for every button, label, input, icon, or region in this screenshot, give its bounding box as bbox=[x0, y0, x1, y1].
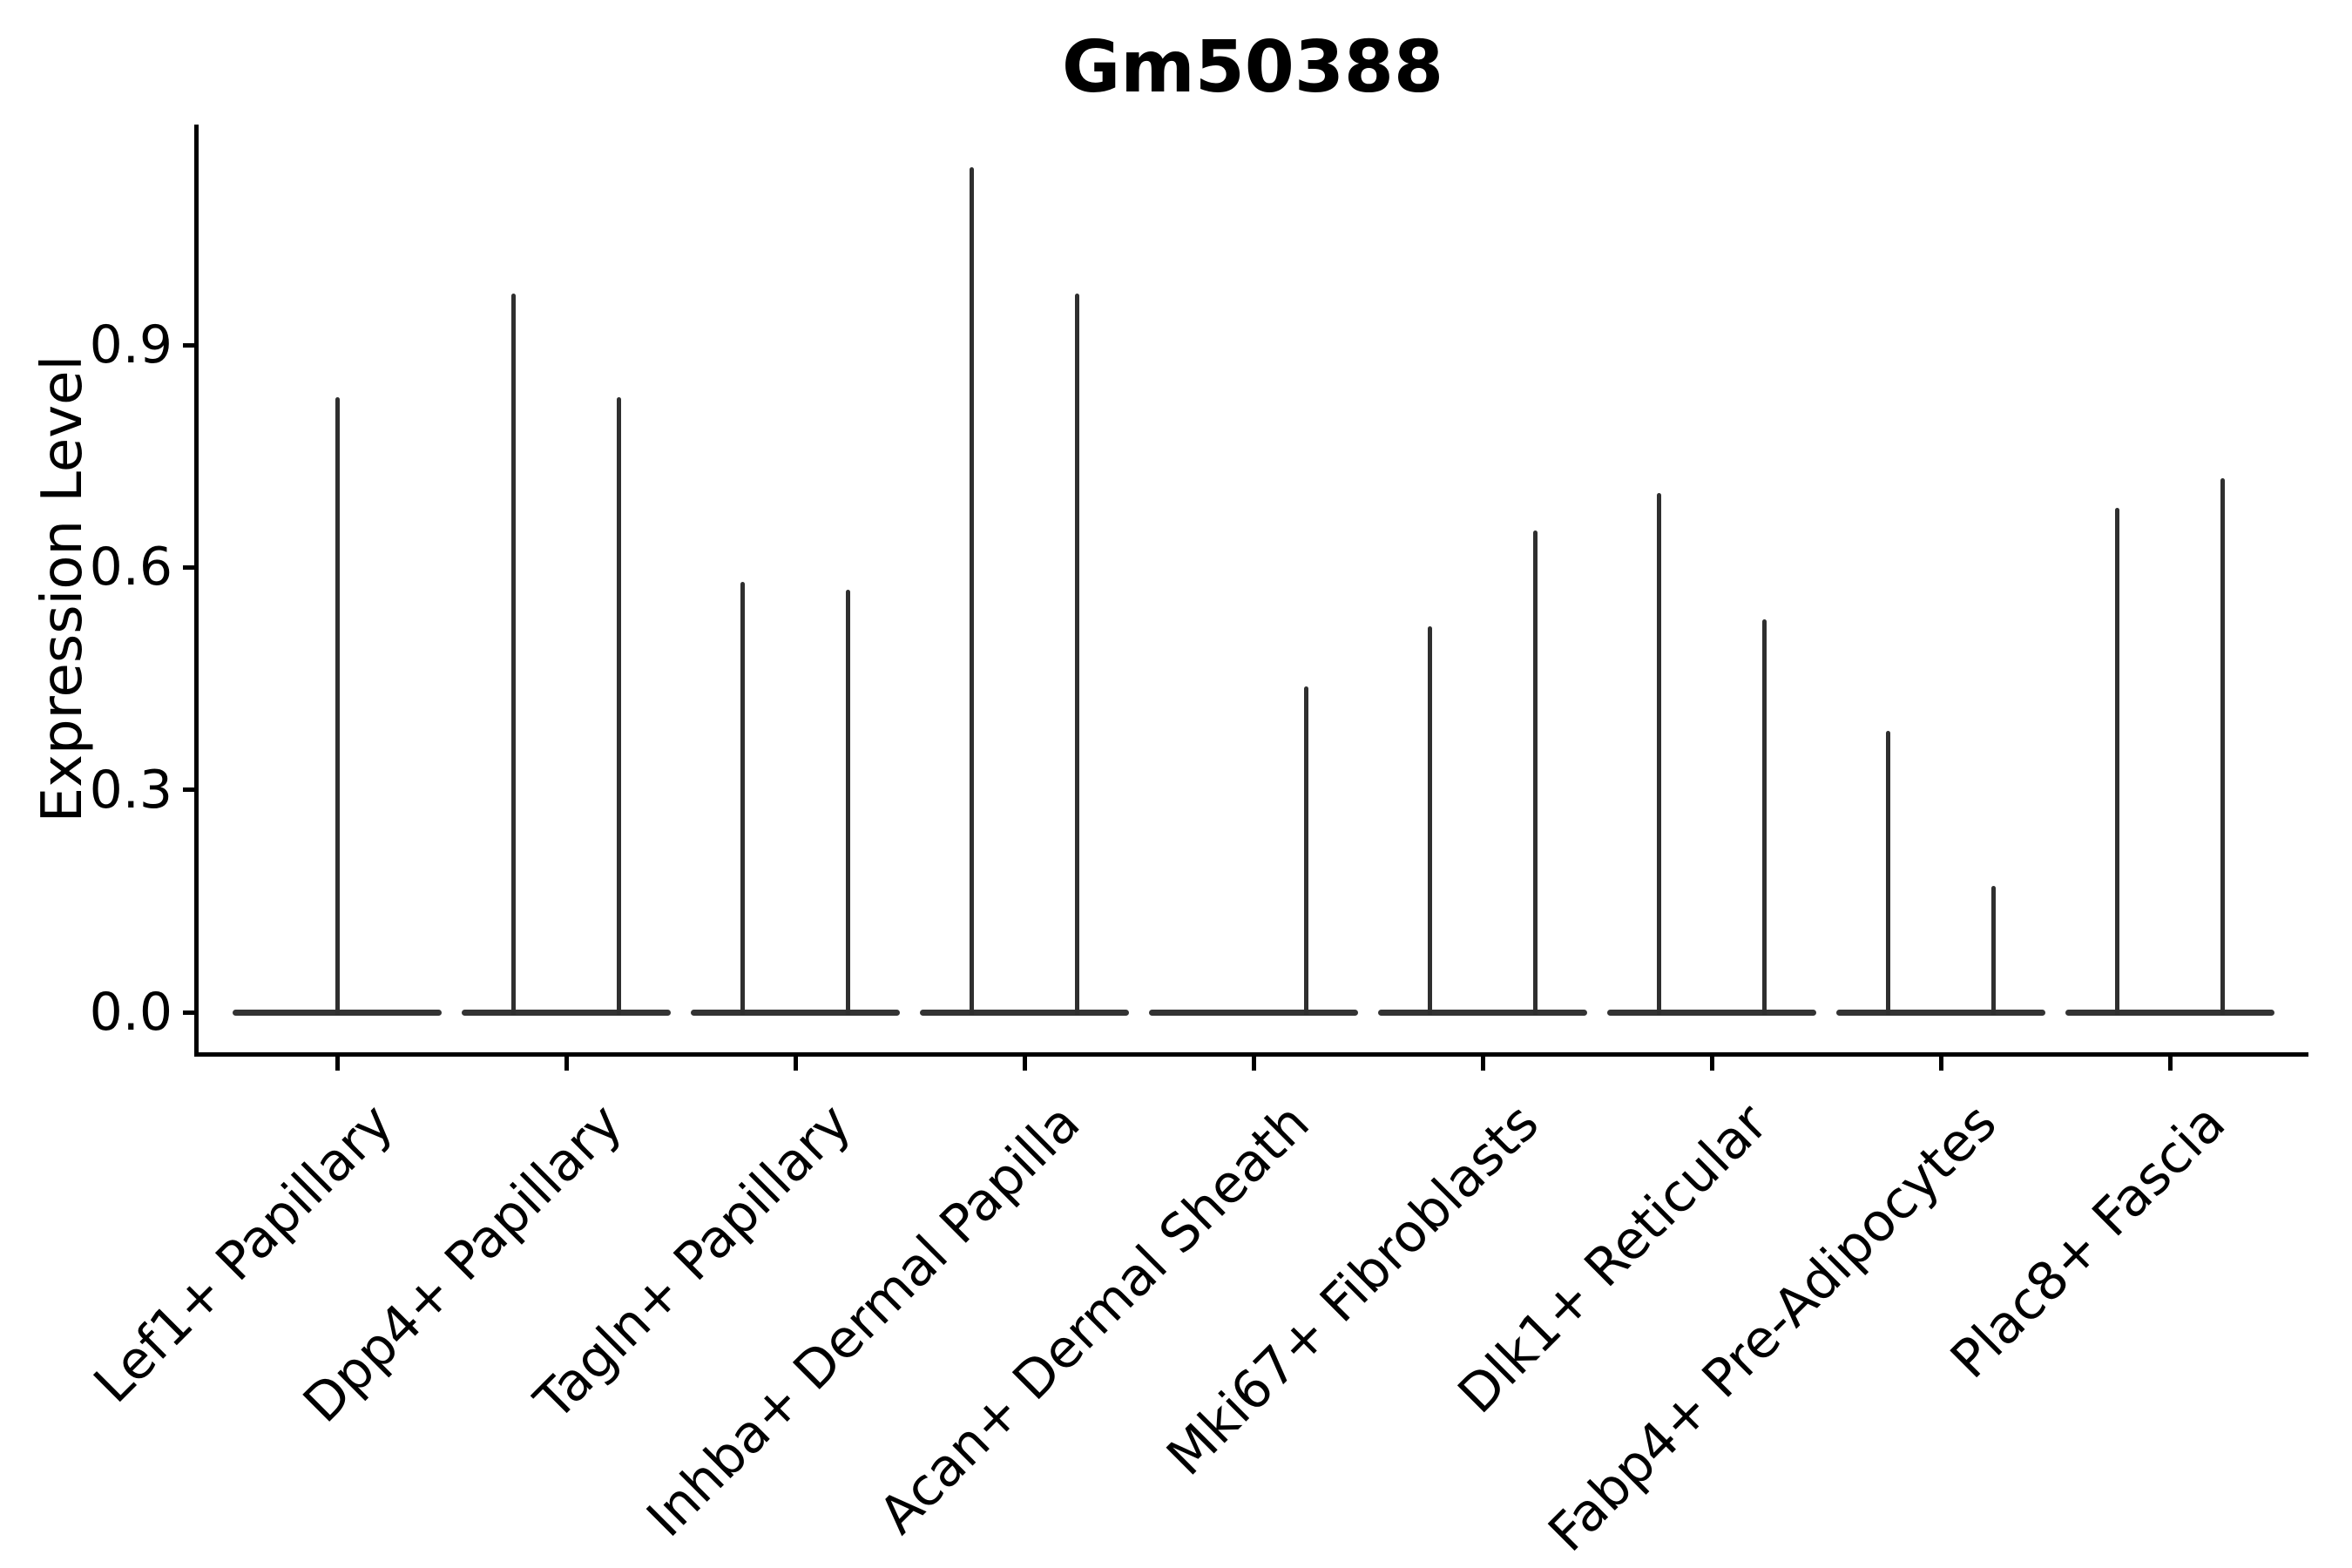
violin-spike bbox=[1532, 530, 1538, 1015]
chart-title: Gm50388 bbox=[1061, 26, 1444, 109]
violin-spike bbox=[1990, 886, 1996, 1015]
violin-spike bbox=[1303, 686, 1308, 1015]
x-tick-mark bbox=[564, 1057, 569, 1071]
y-tick-label: 0.9 bbox=[89, 314, 172, 376]
violin-spike bbox=[1761, 618, 1767, 1015]
x-tick-mark bbox=[793, 1057, 798, 1071]
x-tick-mark bbox=[335, 1057, 340, 1071]
x-tick-mark bbox=[2167, 1057, 2173, 1071]
violin-spike bbox=[1657, 493, 1661, 1015]
x-tick-mark bbox=[1480, 1057, 1485, 1071]
violin-baseline bbox=[2065, 1009, 2274, 1016]
x-tick-mark bbox=[1251, 1057, 1256, 1071]
violin-spike bbox=[970, 166, 974, 1015]
violin-spike bbox=[616, 396, 621, 1015]
x-tick-mark bbox=[1938, 1057, 1943, 1071]
x-tick-mark bbox=[1022, 1057, 1027, 1071]
category-label: Acan+ Dermal Sheath bbox=[867, 1092, 1321, 1546]
category-label: Fabp4+ Pre-Adipocytes bbox=[1537, 1092, 2009, 1564]
violin-baseline bbox=[462, 1009, 671, 1016]
x-tick-mark bbox=[1709, 1057, 1714, 1071]
violin-spike bbox=[511, 293, 516, 1015]
violin-spike bbox=[2115, 508, 2119, 1015]
y-tick-label: 0.6 bbox=[89, 537, 172, 598]
violin-spike bbox=[335, 396, 340, 1015]
category-label: Inhba+ Dermal Papilla bbox=[635, 1092, 1092, 1549]
y-tick-mark bbox=[183, 787, 197, 793]
violin-baseline bbox=[920, 1009, 1129, 1016]
violin-baseline bbox=[1378, 1009, 1587, 1016]
violin-baseline bbox=[1607, 1009, 1816, 1016]
violin-spike bbox=[845, 589, 850, 1015]
violin-spike bbox=[740, 582, 745, 1015]
violin-spike bbox=[1886, 730, 1890, 1015]
y-tick-label: 0.3 bbox=[89, 759, 172, 821]
y-tick-mark bbox=[183, 342, 197, 348]
violin-baseline bbox=[691, 1009, 900, 1016]
violin-spike bbox=[1428, 626, 1432, 1015]
y-tick-mark bbox=[183, 564, 197, 570]
y-tick-mark bbox=[183, 1010, 197, 1015]
category-label: Mki67+ Fibroblasts bbox=[1154, 1092, 1551, 1488]
violin-spike bbox=[2220, 478, 2225, 1015]
violin-spike bbox=[1074, 293, 1079, 1015]
violin-baseline bbox=[1149, 1009, 1358, 1016]
y-axis-line bbox=[194, 125, 199, 1057]
y-tick-label: 0.0 bbox=[89, 982, 172, 1043]
violin-baseline bbox=[1836, 1009, 2045, 1016]
x-axis-line bbox=[194, 1052, 2308, 1057]
